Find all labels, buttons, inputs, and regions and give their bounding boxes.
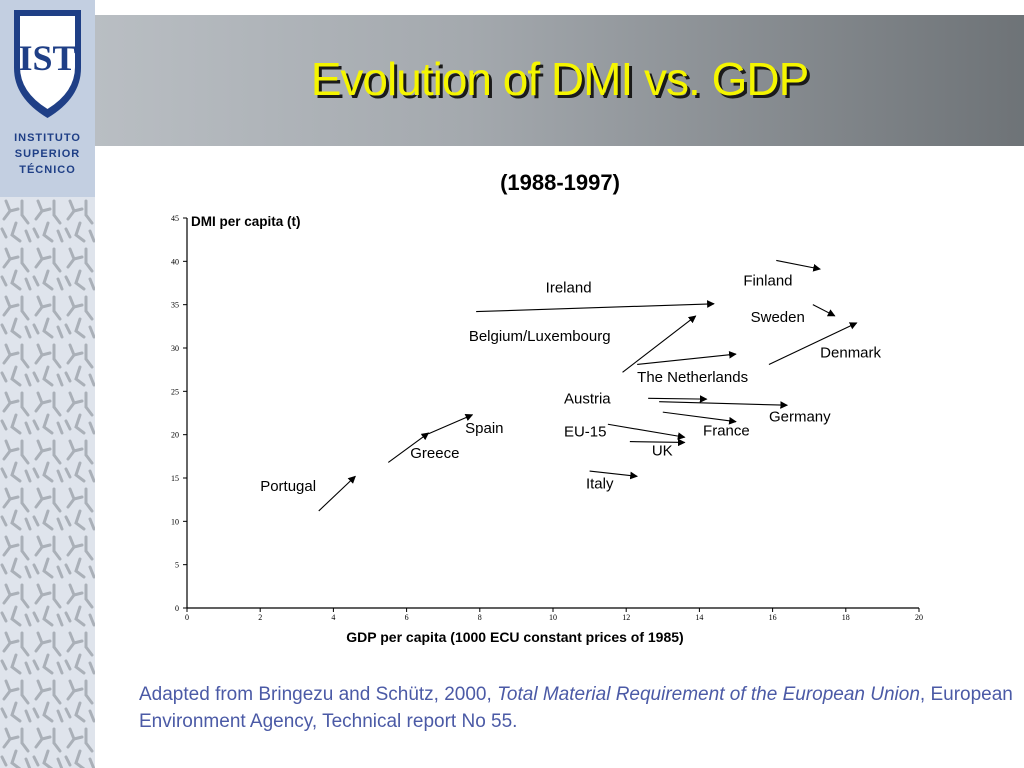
chart-ticks: 0 2 4 6 8 10 12 14 16 18 20 0 5 10 15 20 25 30 35 40 45 bbox=[171, 214, 923, 622]
arrow-greece bbox=[387, 432, 430, 463]
arrow-uk bbox=[629, 438, 686, 447]
caption-prefix: Adapted from Bringezu and Schütz, 2000, bbox=[139, 684, 498, 705]
y-tick-label: 40 bbox=[171, 257, 179, 266]
x-axis-label: GDP per capita (1000 ECU constant prices… bbox=[346, 629, 683, 645]
y-tick-label: 0 bbox=[175, 604, 179, 613]
logo-line-3: TÉCNICO bbox=[19, 164, 76, 176]
y-tick-label: 10 bbox=[171, 517, 179, 526]
caption-report-title: Total Material Requirement of the Europe… bbox=[497, 684, 920, 705]
x-tick-label: 0 bbox=[185, 613, 189, 622]
x-tick-label: 10 bbox=[549, 613, 557, 622]
x-tick-label: 2 bbox=[258, 613, 262, 622]
arrow-austria bbox=[648, 395, 708, 403]
label-france: France bbox=[703, 423, 750, 440]
label-austria: Austria bbox=[564, 390, 611, 407]
arrow-finland bbox=[776, 259, 821, 272]
decorative-pattern bbox=[0, 197, 95, 768]
label-germany: Germany bbox=[769, 409, 831, 426]
y-tick-label: 5 bbox=[175, 561, 179, 570]
arrow-belgium-luxembourg bbox=[622, 315, 697, 373]
label-finland: Finland bbox=[743, 273, 792, 290]
x-tick-label: 20 bbox=[915, 613, 923, 622]
caption-suffix: , European Environment Agency, Technical… bbox=[139, 684, 1013, 732]
source-caption: Adapted from Bringezu and Schütz, 2000, … bbox=[139, 681, 1019, 735]
y-tick-label: 25 bbox=[171, 387, 179, 396]
logo-emblem: IST bbox=[18, 38, 76, 78]
chart-country-labels: Portugal Greece Spain Ireland Belgium/Luxemb… bbox=[260, 273, 881, 495]
y-tick-label: 30 bbox=[171, 344, 179, 353]
x-tick-label: 16 bbox=[769, 613, 777, 622]
arrow-germany bbox=[659, 401, 789, 409]
logo-line-2: SUPERIOR bbox=[14, 148, 81, 160]
x-tick-label: 8 bbox=[478, 613, 482, 622]
sidebar-panel: IST INSTITUTO SUPERIOR TÉCNICO bbox=[0, 0, 95, 768]
label-the-netherlands: The Netherlands bbox=[637, 369, 748, 386]
arrow-portugal bbox=[318, 475, 356, 512]
arrow-sweden bbox=[812, 304, 836, 317]
label-greece: Greece bbox=[410, 445, 459, 462]
dmi-gdp-chart: 0 2 4 6 8 10 12 14 16 18 20 0 5 10 15 20 25 30 35 40 45 Port… bbox=[171, 214, 923, 645]
label-portugal: Portugal bbox=[260, 478, 316, 495]
arrow-the-netherlands bbox=[637, 350, 737, 366]
label-denmark: Denmark bbox=[820, 345, 881, 362]
label-spain: Spain bbox=[465, 420, 503, 437]
label-uk: UK bbox=[652, 442, 673, 459]
arrow-denmark bbox=[768, 322, 858, 365]
x-tick-label: 14 bbox=[695, 613, 703, 622]
label-eu-15: EU-15 bbox=[564, 423, 607, 440]
logo-line-1: INSTITUTO bbox=[14, 132, 81, 144]
x-tick-label: 6 bbox=[405, 613, 409, 622]
chart-arrows bbox=[318, 259, 858, 512]
arrow-spain bbox=[428, 413, 474, 435]
y-tick-label: 45 bbox=[171, 214, 179, 223]
label-ireland: Ireland bbox=[546, 280, 592, 297]
label-sweden: Sweden bbox=[751, 309, 805, 326]
y-tick-label: 15 bbox=[171, 474, 179, 483]
x-tick-label: 12 bbox=[622, 613, 630, 622]
arrow-italy bbox=[589, 470, 638, 480]
title-band bbox=[95, 15, 1024, 146]
x-tick-label: 4 bbox=[331, 613, 335, 622]
y-axis-label: DMI per capita (t) bbox=[191, 214, 301, 229]
arrow-france bbox=[662, 411, 737, 425]
shield-icon: IST bbox=[14, 10, 81, 118]
y-tick-label: 20 bbox=[171, 431, 179, 440]
institution-logo: IST INSTITUTO SUPERIOR TÉCNICO bbox=[0, 0, 95, 197]
label-italy: Italy bbox=[586, 475, 614, 492]
slide-subtitle: (1988-1997) bbox=[500, 170, 620, 195]
x-tick-label: 18 bbox=[842, 613, 850, 622]
slide-title: Evolution of DMI vs. GDP bbox=[310, 53, 810, 105]
arrow-eu-15 bbox=[607, 423, 686, 440]
y-tick-label: 35 bbox=[171, 301, 179, 310]
arrow-ireland bbox=[476, 300, 715, 313]
label-belgium-luxembourg: Belgium/Luxembourg bbox=[469, 328, 611, 345]
